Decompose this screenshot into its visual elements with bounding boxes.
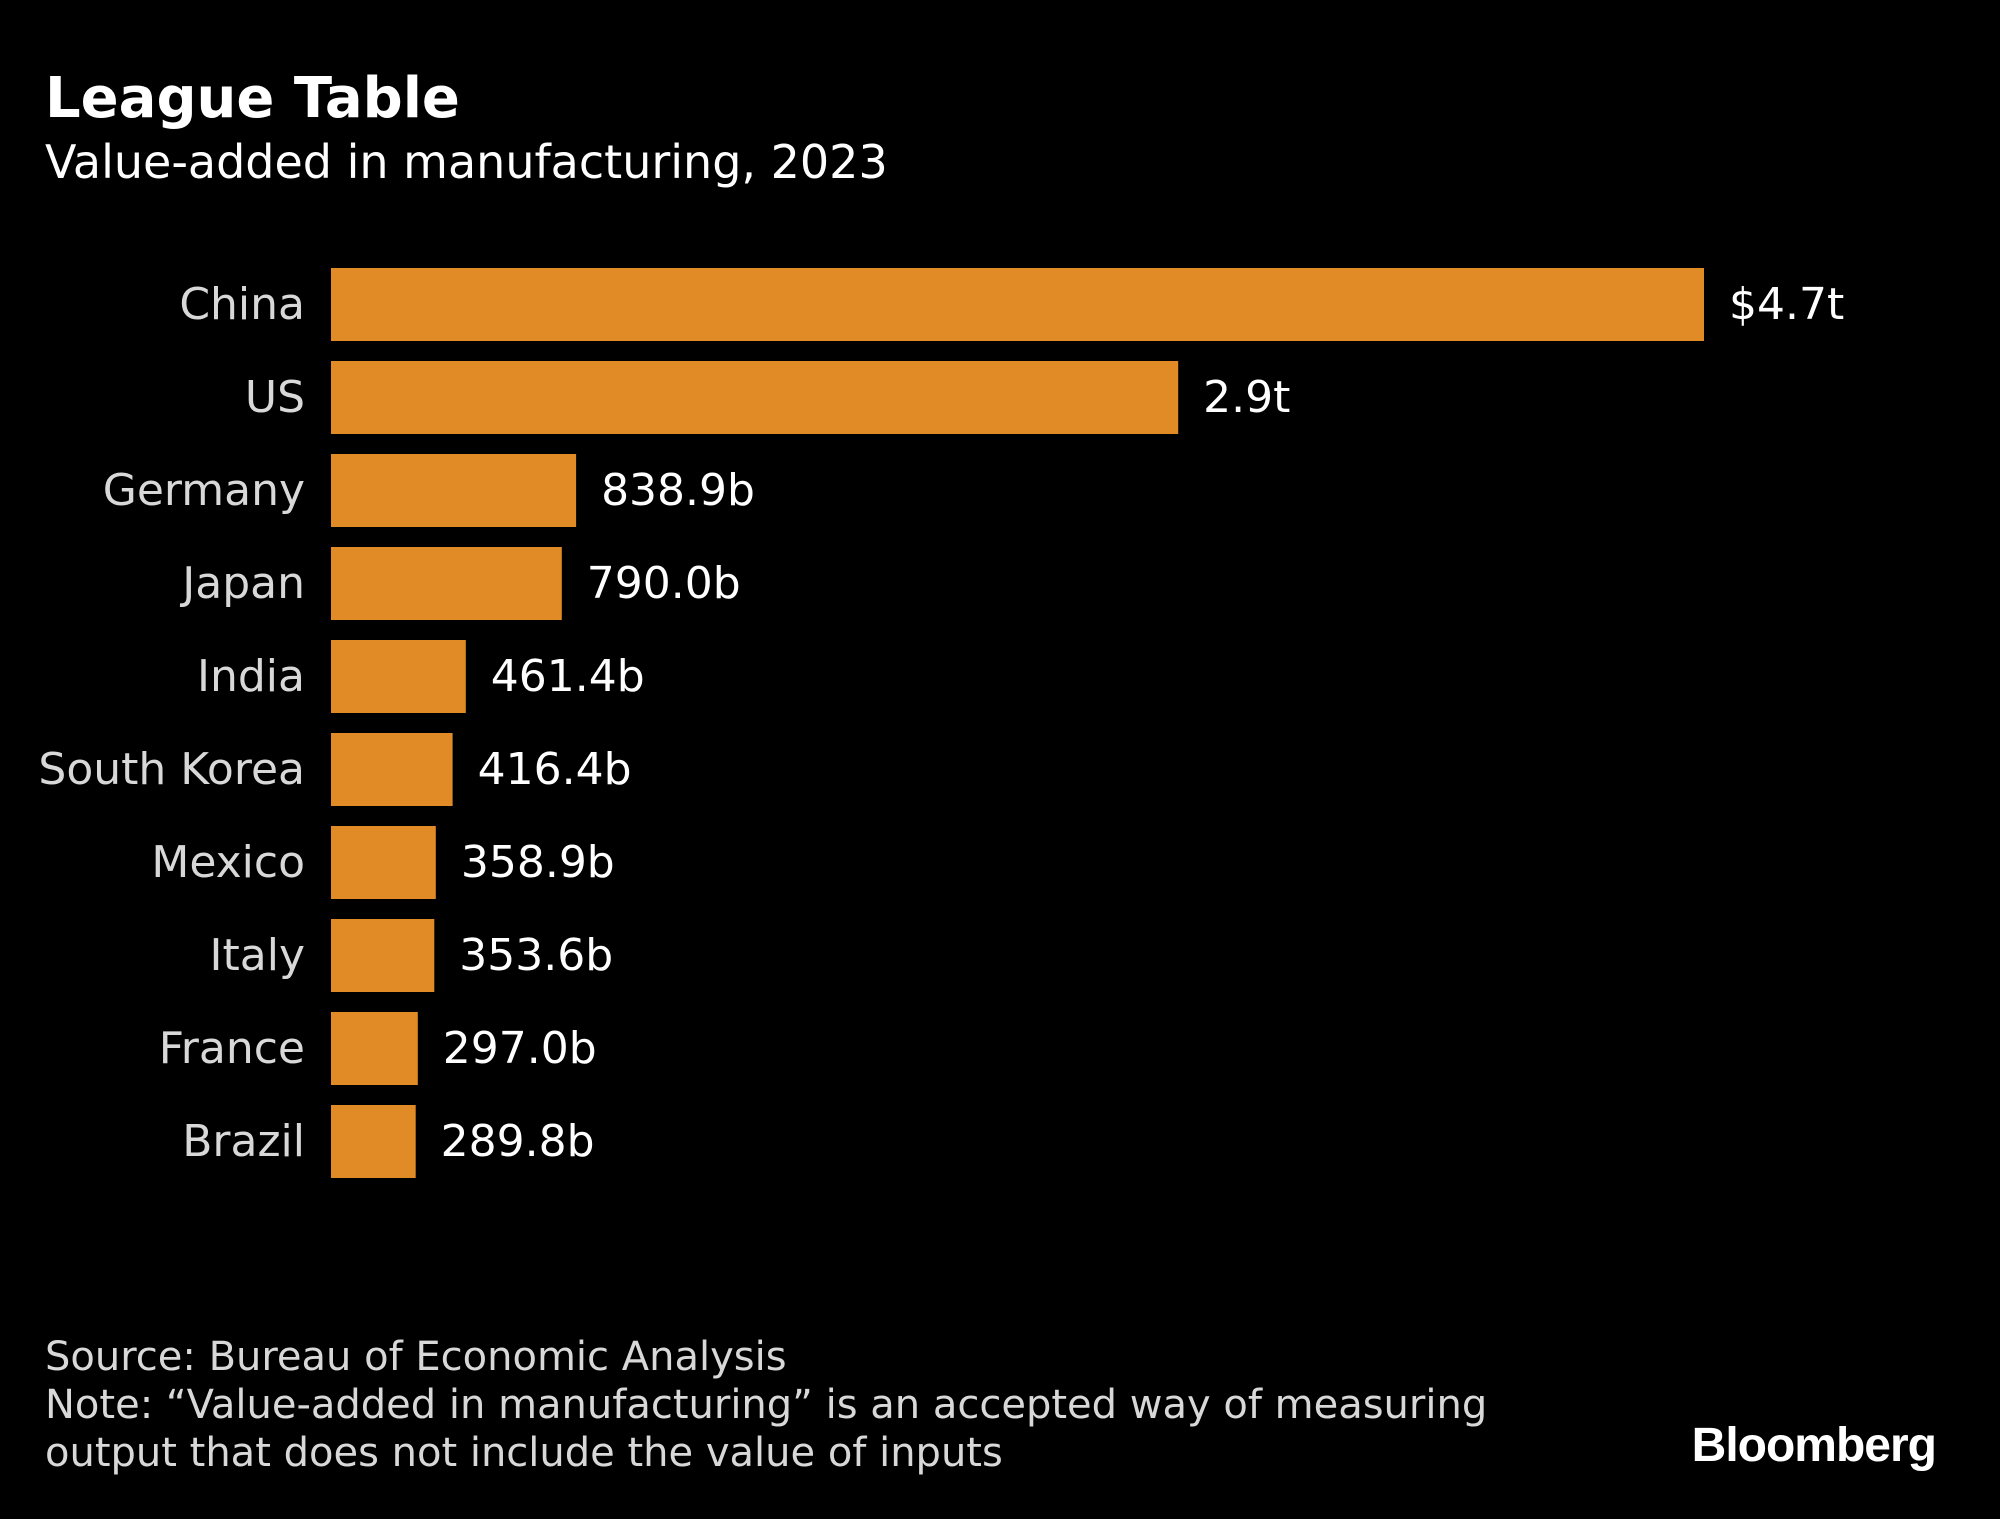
bar-china [331, 268, 1704, 341]
category-label-brazil: Brazil [182, 1116, 305, 1167]
bar-india [331, 640, 466, 713]
bar-brazil [331, 1105, 416, 1178]
category-label-germany: Germany [103, 465, 305, 516]
value-label-india: 461.4b [491, 651, 645, 702]
bar-germany [331, 454, 577, 527]
bar-mexico [331, 826, 436, 899]
value-label-italy: 353.6b [459, 930, 613, 981]
value-label-us: 2.9t [1203, 372, 1290, 423]
note-line-2: output that does not include the value o… [45, 1430, 1003, 1476]
category-label-china: China [179, 279, 305, 330]
value-label-china: $4.7t [1729, 279, 1844, 330]
bar-south-korea [331, 733, 453, 806]
category-label-france: France [159, 1023, 305, 1074]
bar-chart: China $4.7t US 2.9t Germany 838.9b Japan 790.0b… [38, 268, 1844, 1178]
value-label-japan: 790.0b [587, 558, 741, 609]
chart-footer: Source: Bureau of Economic Analysis Note… [45, 1333, 1487, 1477]
bar-japan [331, 547, 562, 620]
value-label-mexico: 358.9b [461, 837, 615, 888]
value-label-germany: 838.9b [601, 465, 755, 516]
category-label-mexico: Mexico [151, 837, 305, 888]
bloomberg-logo: Bloomberg [1691, 1419, 1937, 1472]
chart-title: League Table [45, 66, 460, 131]
value-label-brazil: 289.8b [441, 1116, 595, 1167]
value-label-south-korea: 416.4b [478, 744, 632, 795]
category-label-south-korea: South Korea [38, 744, 305, 795]
category-label-india: India [197, 651, 305, 702]
chart-subtitle: Value-added in manufacturing, 2023 [45, 135, 888, 189]
category-label-italy: Italy [210, 930, 305, 981]
category-label-japan: Japan [179, 558, 305, 609]
category-label-us: US [245, 372, 305, 423]
bar-france [331, 1012, 418, 1085]
bar-us [331, 361, 1179, 434]
note-line-1: Note: “Value-added in manufacturing” is … [45, 1382, 1488, 1428]
bar-italy [331, 919, 435, 992]
source-note: Source: Bureau of Economic Analysis [45, 1334, 787, 1380]
value-label-france: 297.0b [443, 1023, 597, 1074]
